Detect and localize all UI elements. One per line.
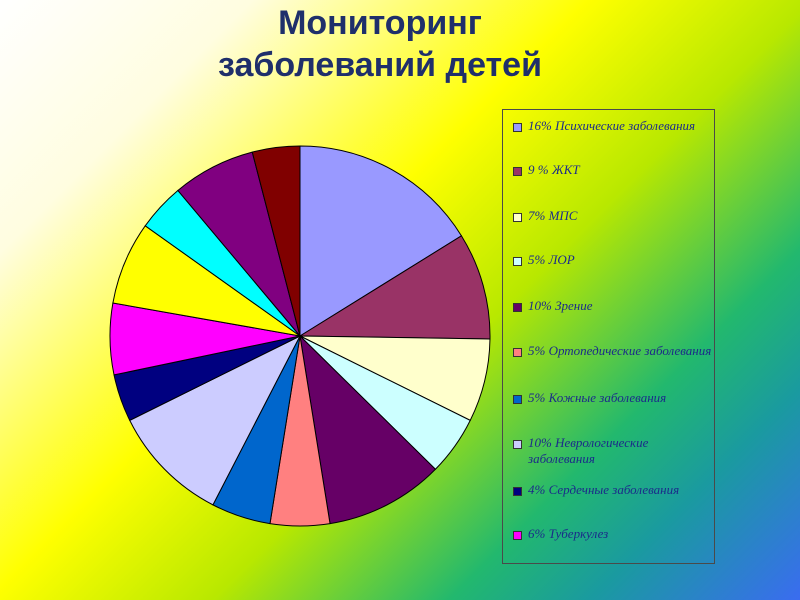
legend-swatch: [513, 167, 522, 176]
legend-swatch: [513, 487, 522, 496]
chart-title: Мониторинг заболеваний детей: [0, 0, 760, 86]
chart-title-line-2: заболеваний детей: [218, 46, 542, 84]
legend-label: 10% Неврологические заболевания: [528, 435, 649, 466]
chart-title-line-1: Мониторинг: [278, 4, 482, 42]
legend-label: 7% МПС: [528, 208, 578, 223]
legend-label: 9 % ЖКТ: [528, 162, 580, 177]
legend-swatch: [513, 257, 522, 266]
legend-label: 5% Ортопедические заболевания: [528, 343, 712, 358]
legend-swatch: [513, 303, 522, 312]
legend-swatch: [513, 348, 522, 357]
legend-label: 10% Зрение: [528, 298, 593, 313]
legend-swatch: [513, 440, 522, 449]
legend-label: 5% Кожные заболевания: [528, 390, 667, 405]
pie-slice-8: [129, 334, 302, 506]
chart-legend: 16% Психические заболевания 9 % ЖКТ 7% МПС…: [502, 109, 715, 564]
legend-swatch: [513, 213, 522, 222]
legend-swatch: [513, 531, 522, 540]
pie-slice-14: [251, 145, 301, 337]
pie-slice-1: [299, 145, 463, 337]
legend-label: 4% Сердечные заболевания: [528, 482, 680, 497]
pie-slice-2: [298, 235, 491, 340]
pie-slice-5: [299, 334, 437, 525]
legend-label: 16% Психические заболевания: [528, 118, 696, 133]
legend-label: 6% Туберкулез: [528, 526, 609, 541]
legend-swatch: [513, 395, 522, 404]
legend-swatch: [513, 123, 522, 132]
legend-label: 5% ЛОР: [528, 252, 575, 267]
